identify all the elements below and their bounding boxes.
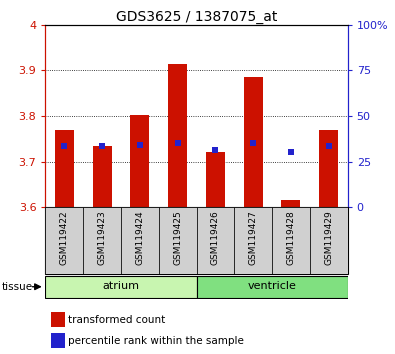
Bar	[206, 152, 225, 207]
Title: GDS3625 / 1387075_at: GDS3625 / 1387075_at	[116, 10, 277, 24]
Text: GSM119425: GSM119425	[173, 210, 182, 265]
Text: tissue: tissue	[2, 282, 33, 292]
Bar	[45, 275, 197, 298]
Bar	[93, 145, 111, 207]
Bar	[234, 207, 272, 274]
Bar	[272, 207, 310, 274]
Text: atrium: atrium	[102, 281, 139, 291]
Bar	[121, 207, 159, 274]
Text: GSM119428: GSM119428	[286, 210, 295, 265]
Bar	[45, 207, 83, 274]
Text: GSM119426: GSM119426	[211, 210, 220, 265]
Bar	[244, 77, 263, 207]
Bar	[130, 115, 149, 207]
Text: GSM119429: GSM119429	[324, 210, 333, 265]
Bar	[51, 333, 65, 348]
Text: GSM119422: GSM119422	[60, 210, 69, 265]
Bar	[197, 207, 234, 274]
Text: percentile rank within the sample: percentile rank within the sample	[68, 336, 244, 346]
Bar	[159, 207, 197, 274]
Text: ventricle: ventricle	[248, 281, 297, 291]
Bar	[310, 207, 348, 274]
Bar	[168, 63, 187, 207]
Text: transformed count: transformed count	[68, 315, 166, 325]
Bar	[83, 207, 121, 274]
Bar	[55, 130, 74, 207]
Bar	[282, 200, 300, 207]
Bar	[319, 130, 338, 207]
Text: GSM119427: GSM119427	[249, 210, 258, 265]
Text: GSM119423: GSM119423	[98, 210, 107, 265]
Bar	[197, 275, 348, 298]
Bar	[51, 312, 65, 327]
Text: GSM119424: GSM119424	[135, 210, 144, 265]
